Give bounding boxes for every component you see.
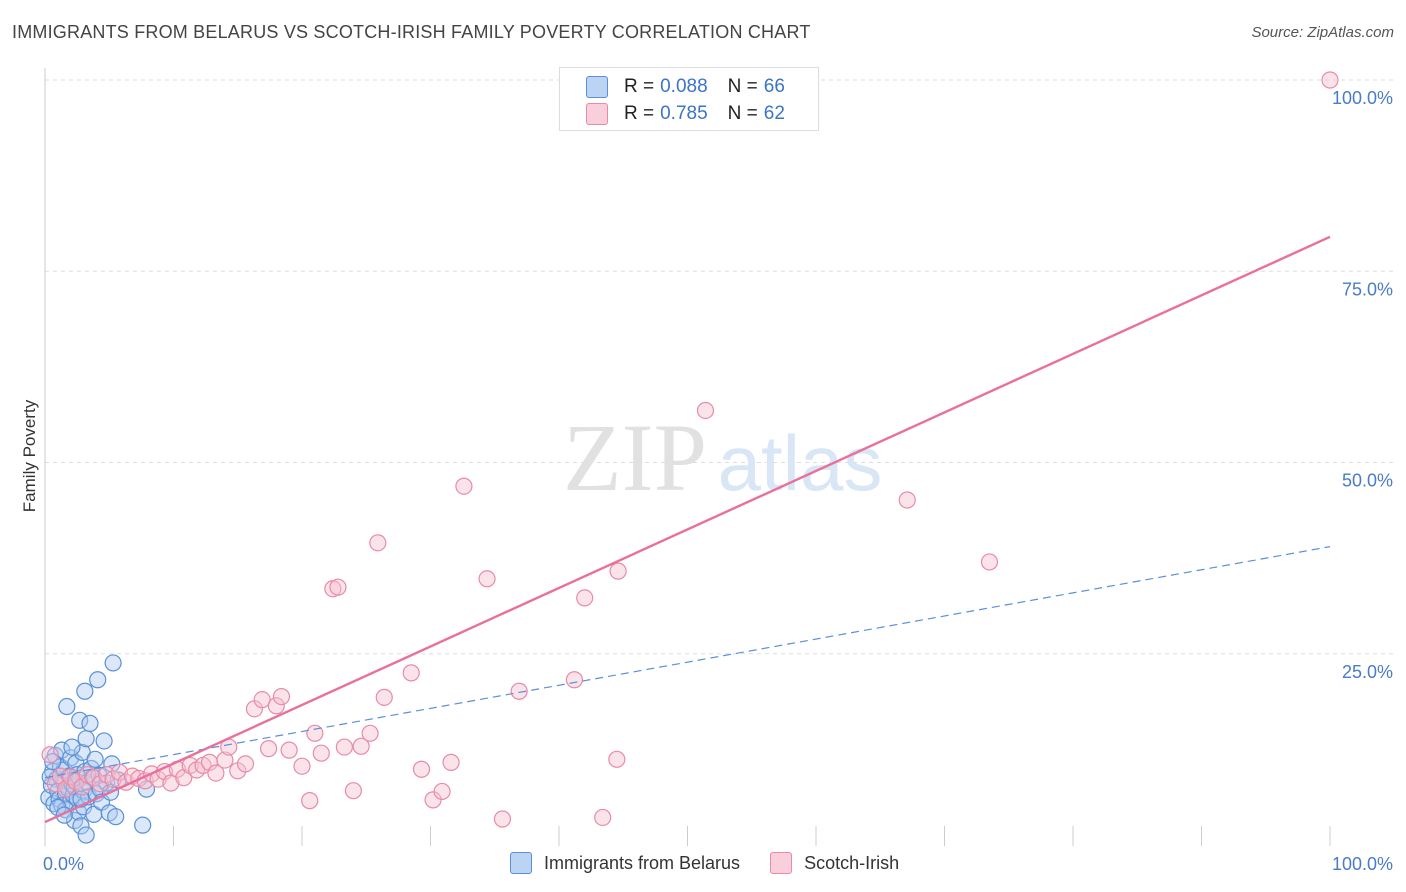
stats-legend: R = 0.088 N = 66 R = 0.785 N = 62 bbox=[559, 67, 819, 131]
point-scotch-irish bbox=[980, 553, 999, 571]
watermark-zip: ZIP bbox=[563, 404, 707, 511]
r-value: 0.088 bbox=[660, 76, 708, 97]
point-scotch-irish bbox=[207, 764, 225, 782]
point-scotch-irish bbox=[478, 570, 496, 588]
legend-label-belarus: Immigrants from Belarus bbox=[544, 852, 741, 873]
point-scotch-irish bbox=[329, 578, 347, 596]
point-scotch-irish bbox=[412, 760, 431, 778]
y-tick-label: 25.0% bbox=[1342, 662, 1393, 682]
point-belarus bbox=[134, 816, 152, 834]
gridlines bbox=[45, 79, 1395, 655]
tick-labels: 25.0% 50.0% 75.0% 100.0% 0.0% 100.0% bbox=[43, 88, 1393, 874]
stats-legend-row-belarus: R = 0.088 N = 66 bbox=[586, 75, 785, 99]
point-belarus bbox=[81, 714, 99, 732]
point-scotch-irish bbox=[442, 753, 460, 771]
watermark-atlas: atlas bbox=[718, 419, 883, 507]
series-belarus bbox=[40, 654, 156, 844]
point-belarus bbox=[63, 738, 81, 756]
point-scotch-irish bbox=[236, 755, 255, 773]
point-scotch-irish bbox=[259, 740, 278, 758]
source-label: Source: ZipAtlas.com bbox=[1251, 24, 1394, 41]
point-scotch-irish bbox=[306, 724, 324, 742]
point-scotch-irish bbox=[312, 744, 330, 762]
n-value: 62 bbox=[763, 103, 785, 124]
series-legend: Immigrants from Belarus Scotch-Irish bbox=[510, 852, 929, 874]
series-scotch-irish bbox=[41, 71, 1339, 828]
point-scotch-irish bbox=[267, 697, 285, 715]
trend-line-belarus bbox=[44, 546, 1331, 779]
point-scotch-irish bbox=[402, 664, 420, 682]
point-scotch-irish bbox=[576, 589, 594, 607]
point-belarus bbox=[58, 697, 76, 716]
point-belarus bbox=[44, 753, 62, 771]
scotch-irish-swatch bbox=[770, 852, 793, 874]
point-scotch-irish bbox=[609, 562, 627, 580]
watermark: ZIP atlas bbox=[563, 404, 882, 511]
n-label: N = bbox=[727, 76, 758, 97]
point-belarus bbox=[71, 711, 89, 729]
point-scotch-irish bbox=[91, 775, 109, 793]
point-scotch-irish bbox=[272, 687, 291, 706]
trend-lines bbox=[44, 235, 1331, 824]
legend-label-scotch-irish: Scotch-Irish bbox=[804, 852, 900, 873]
point-scotch-irish bbox=[608, 750, 626, 768]
point-belarus bbox=[95, 732, 113, 750]
point-scotch-irish bbox=[162, 774, 180, 792]
point-scotch-irish bbox=[110, 763, 129, 781]
point-scotch-irish bbox=[510, 682, 528, 700]
trend-line-scotch-irish bbox=[44, 235, 1331, 824]
point-belarus bbox=[77, 826, 95, 844]
point-scotch-irish bbox=[455, 477, 473, 495]
point-scotch-irish bbox=[898, 491, 916, 509]
point-scotch-irish bbox=[216, 751, 234, 769]
point-belarus bbox=[72, 817, 90, 835]
chart-title: IMMIGRANTS FROM BELARUS VS SCOTCH-IRISH … bbox=[12, 22, 811, 42]
axes bbox=[44, 68, 1331, 846]
point-scotch-irish bbox=[1321, 71, 1339, 89]
point-scotch-irish bbox=[565, 671, 584, 689]
scotch-irish-swatch bbox=[586, 103, 608, 125]
r-label: R = bbox=[624, 103, 655, 124]
stats-legend-row-scotch-irish: R = 0.785 N = 62 bbox=[586, 102, 785, 126]
point-belarus bbox=[86, 750, 104, 768]
legend-item-belarus[interactable]: Immigrants from Belarus bbox=[510, 852, 740, 874]
x-tick-label: 100.0% bbox=[1332, 854, 1393, 874]
point-scotch-irish bbox=[301, 792, 319, 810]
point-belarus bbox=[107, 808, 125, 826]
point-scotch-irish bbox=[280, 741, 298, 759]
r-value: 0.785 bbox=[660, 103, 708, 124]
point-scotch-irish bbox=[361, 724, 379, 742]
point-belarus bbox=[76, 682, 94, 700]
point-belarus bbox=[77, 730, 95, 748]
point-scotch-irish bbox=[293, 757, 311, 775]
point-scotch-irish bbox=[352, 737, 370, 755]
point-scotch-irish bbox=[344, 782, 362, 800]
point-scotch-irish bbox=[594, 808, 612, 827]
n-value: 66 bbox=[763, 76, 785, 97]
legend-item-scotch-irish[interactable]: Scotch-Irish bbox=[770, 852, 899, 874]
point-scotch-irish bbox=[85, 769, 103, 787]
point-scotch-irish bbox=[253, 691, 271, 709]
point-scotch-irish bbox=[104, 770, 122, 788]
point-scotch-irish bbox=[369, 534, 387, 552]
belarus-swatch bbox=[510, 852, 532, 874]
n-label: N = bbox=[727, 103, 758, 124]
point-scotch-irish bbox=[493, 810, 512, 828]
y-tick-label: 75.0% bbox=[1342, 279, 1393, 299]
y-tick-label: 100.0% bbox=[1332, 88, 1393, 108]
point-scotch-irish bbox=[41, 746, 59, 764]
point-scotch-irish bbox=[335, 738, 354, 756]
point-scotch-irish bbox=[433, 782, 451, 801]
r-label: R = bbox=[624, 76, 655, 97]
point-belarus bbox=[104, 654, 122, 672]
y-tick-label: 50.0% bbox=[1342, 471, 1393, 491]
point-belarus bbox=[89, 671, 107, 689]
x-tick-label: 0.0% bbox=[43, 854, 84, 874]
point-scotch-irish bbox=[375, 688, 393, 706]
point-scotch-irish bbox=[696, 401, 715, 420]
belarus-swatch bbox=[586, 76, 608, 98]
